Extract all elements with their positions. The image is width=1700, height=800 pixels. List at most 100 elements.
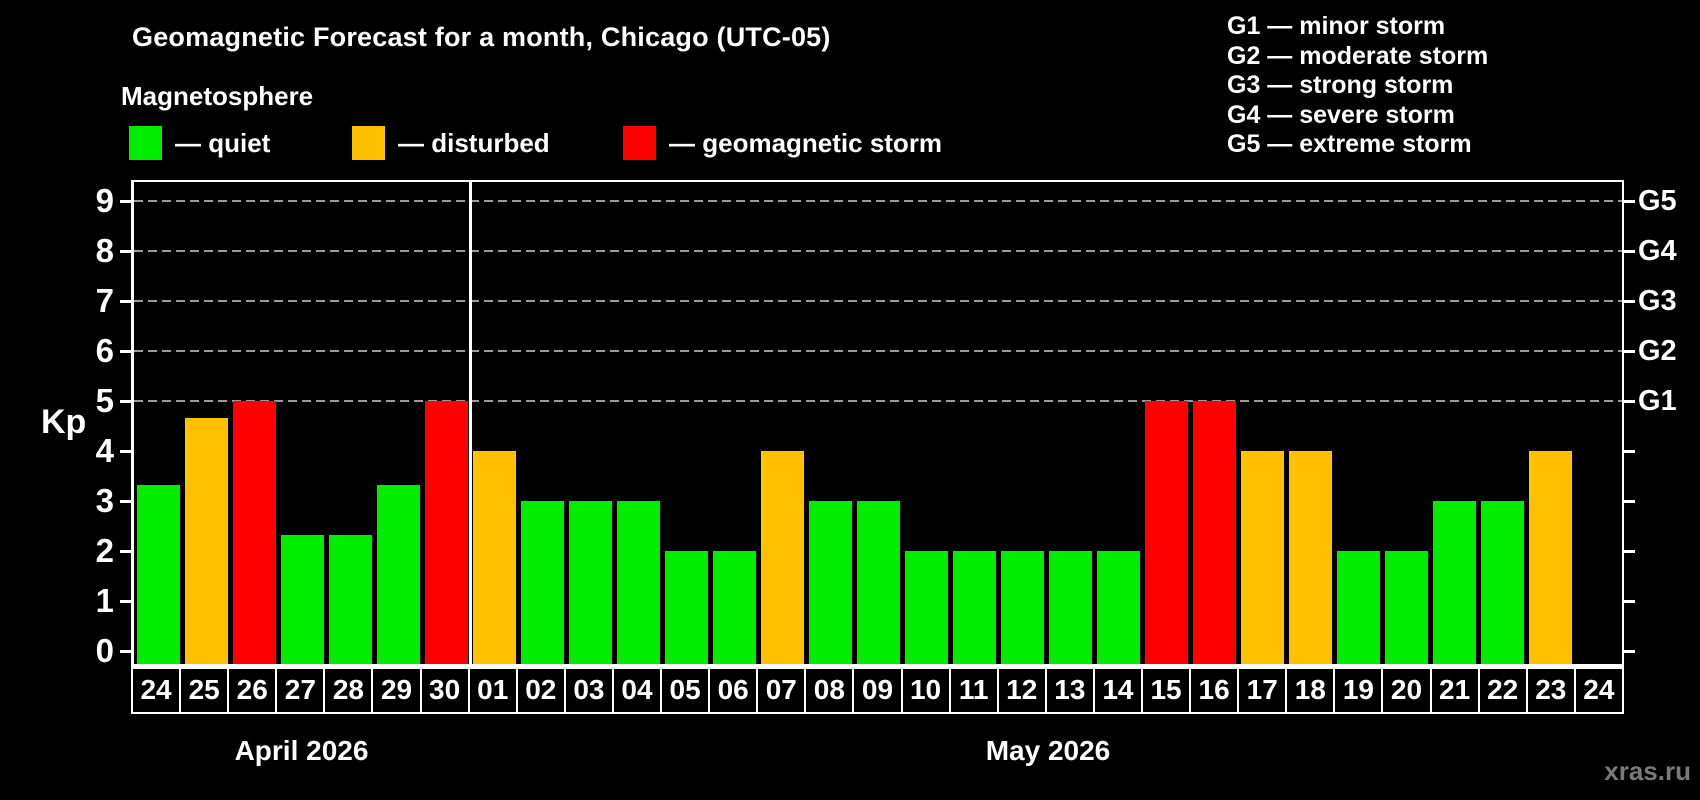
- kp-bar-day-24: [136, 484, 180, 664]
- y-axis-tick: [120, 549, 131, 553]
- kp-bar-day-10: [904, 551, 948, 664]
- day-cell: 09: [852, 667, 903, 714]
- y-axis-label: 9: [95, 182, 114, 219]
- y-axis-label: 5: [95, 382, 114, 419]
- day-cell: 01: [467, 667, 518, 714]
- day-cell: 12: [996, 667, 1047, 714]
- day-cell: 28: [323, 667, 374, 714]
- month-separator: [468, 182, 472, 664]
- g-axis-label: G2: [1638, 335, 1677, 367]
- legend-disturbed-label: — disturbed: [398, 127, 550, 158]
- day-axis: 24 25 26 27 28 29 30 01 02 03 04 05 06 07 08 09 10 11 12 13…: [131, 667, 1624, 714]
- kp-bar-day-06: [712, 551, 756, 664]
- day-cell: 24: [131, 667, 182, 714]
- day-cell: 02: [515, 667, 566, 714]
- y-axis-tick: [120, 199, 131, 203]
- right-axis-tick: [1624, 449, 1635, 453]
- day-cell: 27: [275, 667, 326, 714]
- kp-bar-day-18: [1288, 451, 1332, 664]
- g-scale-legend-line: G4 — severe storm: [1227, 100, 1455, 129]
- day-cell: 14: [1092, 667, 1143, 714]
- y-axis-label: 4: [95, 432, 114, 469]
- day-cell: 06: [708, 667, 759, 714]
- kp-bar-day-25: [184, 417, 228, 664]
- right-axis-tick: [1624, 399, 1635, 403]
- gridline-kp6: [134, 350, 1622, 352]
- right-axis-tick: [1624, 349, 1635, 353]
- legend-item-quiet: — quiet: [129, 124, 270, 162]
- y-axis-tick: [120, 249, 131, 253]
- right-axis-tick: [1624, 199, 1635, 203]
- kp-bar-day-12: [1000, 551, 1044, 664]
- kp-bar-day-29: [376, 484, 420, 664]
- legend-storm-label: — geomagnetic storm: [669, 127, 943, 158]
- day-cell: 20: [1381, 667, 1432, 714]
- right-axis-tick: [1624, 299, 1635, 303]
- day-cell: 18: [1285, 667, 1336, 714]
- right-axis-tick: [1624, 499, 1635, 503]
- day-cell: 05: [660, 667, 711, 714]
- kp-bar-day-01: [472, 451, 516, 664]
- y-axis-tick: [120, 399, 131, 403]
- kp-bar-day-07: [760, 451, 804, 664]
- quiet-color-swatch: [129, 126, 162, 160]
- kp-bar-day-02: [520, 501, 564, 664]
- g-scale-legend-line: G5 — extreme storm: [1227, 130, 1472, 159]
- y-axis-label: 6: [95, 332, 114, 369]
- y-axis-label: 0: [95, 632, 114, 669]
- kp-bar-day-14: [1096, 551, 1140, 664]
- y-axis-tick: [120, 449, 131, 453]
- magnetosphere-subtitle: Magnetosphere: [121, 81, 314, 111]
- day-cell: 24: [1573, 667, 1624, 714]
- y-axis-tick: [120, 649, 131, 653]
- day-cell: 07: [756, 667, 807, 714]
- kp-bar-day-28: [328, 534, 372, 664]
- kp-bar-day-11: [952, 551, 996, 664]
- kp-bar-day-04: [616, 501, 660, 664]
- y-axis-tick: [120, 499, 131, 503]
- y-axis-tick: [120, 599, 131, 603]
- storm-color-swatch: [623, 126, 656, 160]
- g-axis-label: G4: [1638, 235, 1677, 267]
- kp-bar-day-05: [664, 551, 708, 664]
- day-cell: 30: [419, 667, 470, 714]
- y-axis-label: 8: [95, 232, 114, 269]
- gridline-kp5: [134, 400, 1622, 402]
- month-label-april: April 2026: [234, 735, 369, 766]
- day-cell: 21: [1429, 667, 1480, 714]
- right-axis-tick: [1624, 649, 1635, 653]
- gridline-kp7: [134, 300, 1622, 302]
- kp-bar-day-09: [856, 501, 900, 664]
- gridline-kp9: [134, 200, 1622, 202]
- gridline-kp8: [134, 250, 1622, 252]
- day-cell: 19: [1333, 667, 1384, 714]
- right-axis-tick: [1624, 599, 1635, 603]
- legend-item-storm: — geomagnetic storm: [623, 124, 942, 162]
- kp-bar-day-22: [1480, 501, 1524, 664]
- day-cell: 13: [1044, 667, 1095, 714]
- kp-bar-day-17: [1240, 451, 1284, 664]
- day-cell: 10: [900, 667, 951, 714]
- plot-area: 0 1 2 3 4 5 6 7 8 9 G1 G2 G3 G4 G5: [96, 180, 1677, 669]
- kp-bar-day-27: [280, 534, 324, 664]
- month-label-may: May 2026: [985, 735, 1111, 766]
- kp-axis-title: Kp: [41, 403, 87, 441]
- kp-bar-day-21: [1432, 501, 1476, 664]
- right-axis-tick: [1624, 549, 1635, 553]
- kp-bar-day-26: [232, 401, 276, 664]
- legend-quiet-label: — quiet: [175, 127, 271, 158]
- right-axis-tick: [1624, 249, 1635, 253]
- day-cell: 08: [804, 667, 855, 714]
- y-axis-label: 3: [95, 482, 114, 519]
- legend-item-disturbed: — disturbed: [352, 124, 550, 162]
- watermark-xras: xras.ru: [1604, 756, 1691, 786]
- day-cell: 15: [1140, 667, 1192, 714]
- day-cell: 25: [179, 667, 230, 714]
- y-axis-label: 7: [95, 282, 114, 319]
- g-axis-label: G3: [1638, 285, 1677, 317]
- kp-bar-day-16: [1192, 401, 1236, 664]
- day-cell: 03: [563, 667, 614, 714]
- g-scale-legend-line: G3 — strong storm: [1227, 71, 1454, 100]
- kp-bar-day-19: [1336, 551, 1380, 664]
